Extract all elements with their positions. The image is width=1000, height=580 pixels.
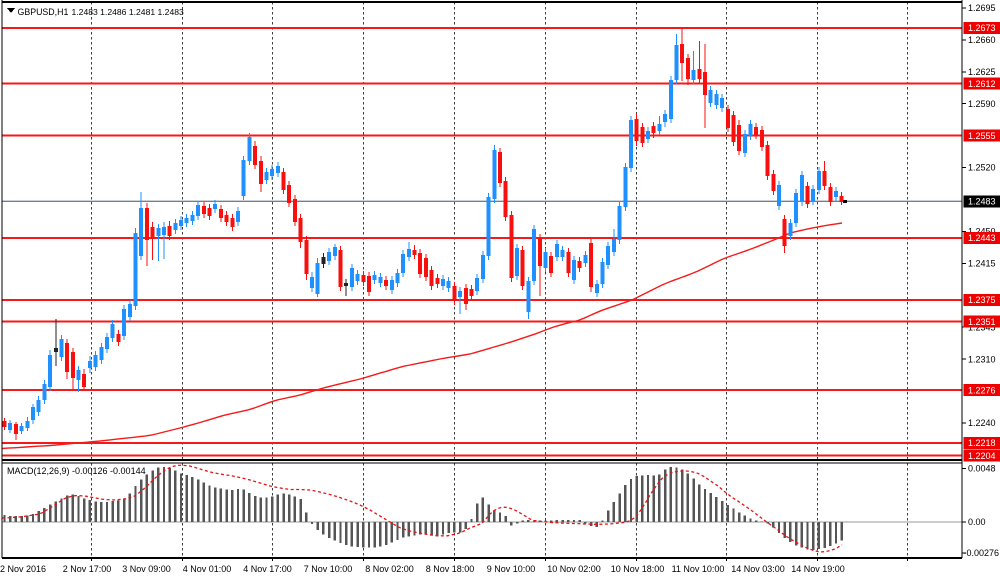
svg-text:0.0048: 0.0048 [968,464,996,474]
svg-text:11 Nov 10:00: 11 Nov 10:00 [672,564,725,574]
svg-text:9 Nov 10:00: 9 Nov 10:00 [487,564,536,574]
svg-text:1.2695: 1.2695 [968,3,996,13]
svg-text:10 Nov 18:00: 10 Nov 18:00 [611,564,665,574]
svg-text:14 Nov 03:00: 14 Nov 03:00 [731,564,785,574]
svg-text:8 Nov 02:00: 8 Nov 02:00 [365,564,414,574]
svg-text:1.2204: 1.2204 [968,451,996,461]
svg-text:14 Nov 19:00: 14 Nov 19:00 [791,564,845,574]
svg-text:-0.00276: -0.00276 [964,548,1000,558]
svg-text:1.2520: 1.2520 [968,163,996,173]
svg-text:4 Nov 17:00: 4 Nov 17:00 [243,564,292,574]
svg-text:1.2310: 1.2310 [968,354,996,364]
svg-text:0.00: 0.00 [968,517,986,527]
svg-text:1.2625: 1.2625 [968,67,996,77]
svg-text:1.2612: 1.2612 [968,79,996,89]
svg-text:1.2375: 1.2375 [968,295,996,305]
svg-text:1.2240: 1.2240 [968,418,996,428]
svg-text:1.2555: 1.2555 [968,131,996,141]
svg-text:10 Nov 02:00: 10 Nov 02:00 [547,564,601,574]
svg-text:3 Nov 09:00: 3 Nov 09:00 [122,564,171,574]
svg-text:1.2483: 1.2483 [968,197,996,207]
svg-text:2 Nov 17:00: 2 Nov 17:00 [63,564,112,574]
svg-text:7 Nov 10:00: 7 Nov 10:00 [304,564,353,574]
svg-text:MACD(12,26,9) -0.00126 -0.0014: MACD(12,26,9) -0.00126 -0.00144 [7,466,146,476]
svg-text:1.2276: 1.2276 [968,385,996,395]
svg-text:1.2443: 1.2443 [968,233,996,243]
svg-text:1.2673: 1.2673 [968,23,996,33]
svg-text:GBPUSD,H1: GBPUSD,H1 [18,7,69,17]
svg-text:1.2450: 1.2450 [968,227,996,237]
svg-text:2 Nov 2016: 2 Nov 2016 [0,564,46,574]
svg-text:1.2351: 1.2351 [968,317,996,327]
svg-text:1.2660: 1.2660 [968,35,996,45]
svg-text:1.2590: 1.2590 [968,99,996,109]
svg-text:1.2483 1.2486 1.2481 1.2483: 1.2483 1.2486 1.2481 1.2483 [72,7,185,17]
svg-text:4 Nov 01:00: 4 Nov 01:00 [183,564,232,574]
svg-text:1.2218: 1.2218 [968,438,996,448]
svg-text:8 Nov 18:00: 8 Nov 18:00 [426,564,475,574]
svg-text:1.2415: 1.2415 [968,259,996,269]
